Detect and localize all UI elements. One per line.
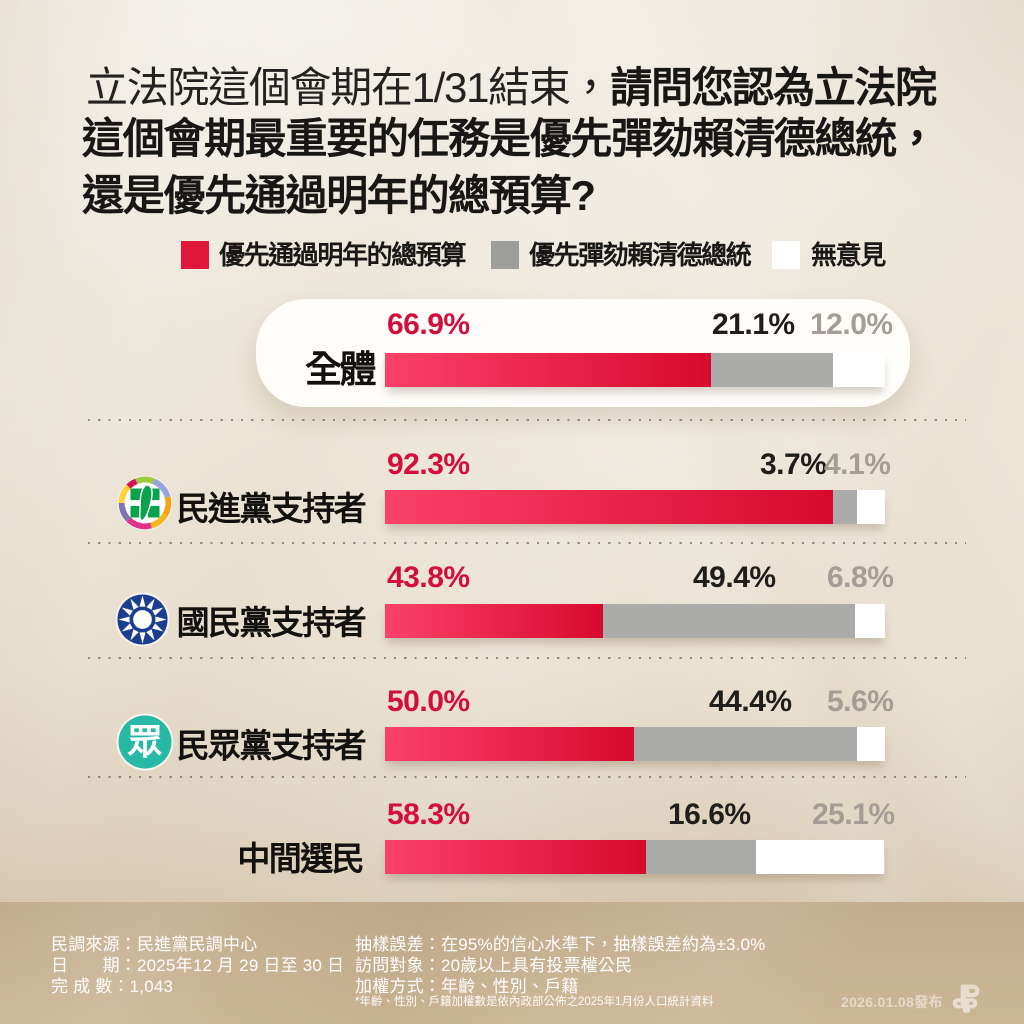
svg-text:眾: 眾 <box>126 723 162 762</box>
